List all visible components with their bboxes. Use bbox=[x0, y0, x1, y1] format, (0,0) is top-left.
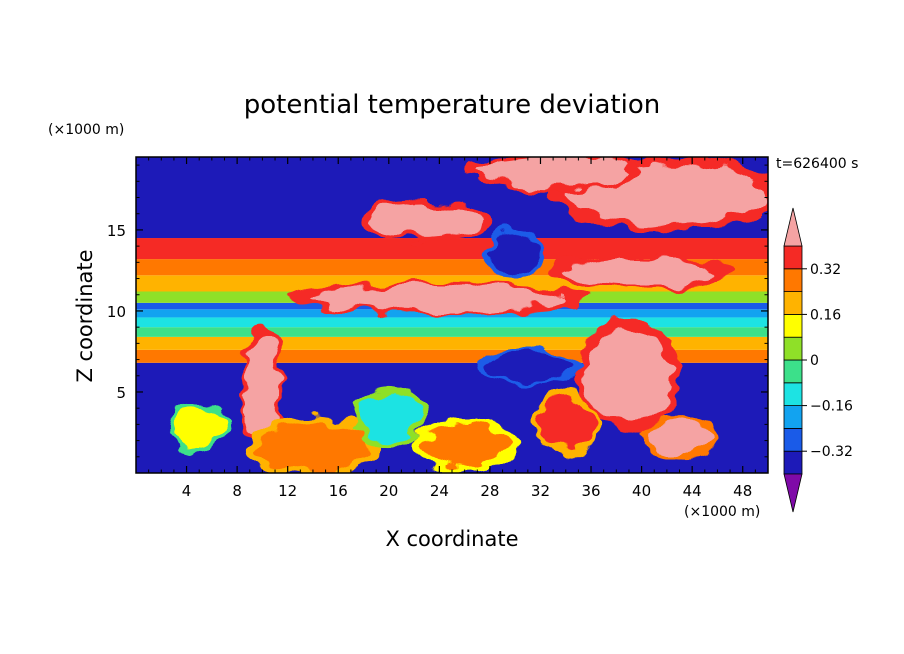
x-tick-label: 4 bbox=[182, 482, 192, 500]
plot-area bbox=[136, 157, 768, 473]
time-label: t=626400 s bbox=[776, 156, 858, 172]
colorbar-swatch bbox=[783, 427, 803, 452]
x-tick-label: 44 bbox=[683, 482, 702, 500]
field-feature bbox=[244, 335, 281, 449]
colorbar: −0.32 −0.16 0 0.16 0.32 bbox=[783, 207, 853, 513]
x-tick-label: 28 bbox=[480, 482, 499, 500]
colorbar-swatch bbox=[783, 291, 803, 315]
field-band bbox=[136, 317, 768, 328]
field-feature bbox=[369, 203, 484, 237]
colorbar-swatch bbox=[783, 405, 803, 429]
x-unit-label: (×1000 m) bbox=[684, 504, 760, 520]
field-feature bbox=[256, 422, 370, 472]
colorbar-tick-label: −0.16 bbox=[810, 399, 853, 415]
colorbar-extend-max bbox=[783, 207, 803, 247]
field-feature bbox=[420, 424, 509, 467]
field-features bbox=[169, 157, 768, 473]
y-tick-label: 15 bbox=[107, 222, 126, 240]
x-tick-label: 8 bbox=[232, 482, 242, 500]
x-tick-label: 24 bbox=[430, 482, 449, 500]
field-feature bbox=[173, 408, 225, 448]
field-feature bbox=[483, 351, 573, 381]
field-feature bbox=[646, 419, 713, 456]
colorbar-swatch bbox=[783, 313, 803, 338]
x-tick-label: 48 bbox=[733, 482, 752, 500]
colorbar-swatch bbox=[783, 245, 803, 270]
colorbar-extend-min bbox=[783, 473, 803, 513]
field-feature bbox=[312, 285, 566, 311]
x-tick-label: 20 bbox=[379, 482, 398, 500]
field-feature bbox=[357, 393, 421, 439]
y-tick-label: 10 bbox=[107, 303, 126, 321]
x-tick-label: 36 bbox=[581, 482, 600, 500]
colorbar-tick-label: 0.32 bbox=[810, 262, 841, 278]
colorbar-tick-label: 0.16 bbox=[810, 307, 841, 323]
colorbar-swatch bbox=[783, 336, 803, 361]
x-tick-label: 12 bbox=[278, 482, 297, 500]
field-feature bbox=[537, 398, 594, 451]
field-band bbox=[136, 327, 768, 337]
field-feature bbox=[489, 234, 541, 274]
colorbar-swatch bbox=[783, 382, 803, 406]
field-feature bbox=[565, 257, 718, 287]
colorbar-tick-label: 0 bbox=[810, 353, 819, 369]
chart-title: potential temperature deviation bbox=[244, 90, 660, 120]
y-unit-label: (×1000 m) bbox=[48, 122, 124, 138]
x-tick-label: 32 bbox=[531, 482, 550, 500]
colorbar-swatch bbox=[783, 450, 803, 475]
x-tick-label: 16 bbox=[329, 482, 348, 500]
colorbar-tick-label: −0.32 bbox=[810, 444, 853, 460]
x-axis-label: X coordinate bbox=[385, 527, 518, 551]
y-axis-label: Z coordinate bbox=[73, 249, 97, 382]
colorbar-swatch bbox=[783, 359, 803, 384]
y-tick-label: 5 bbox=[116, 384, 126, 402]
field-feature bbox=[477, 157, 629, 187]
colorbar-swatch bbox=[783, 268, 803, 292]
field-band bbox=[136, 238, 768, 260]
field-feature bbox=[584, 330, 674, 422]
x-tick-label: 40 bbox=[632, 482, 651, 500]
